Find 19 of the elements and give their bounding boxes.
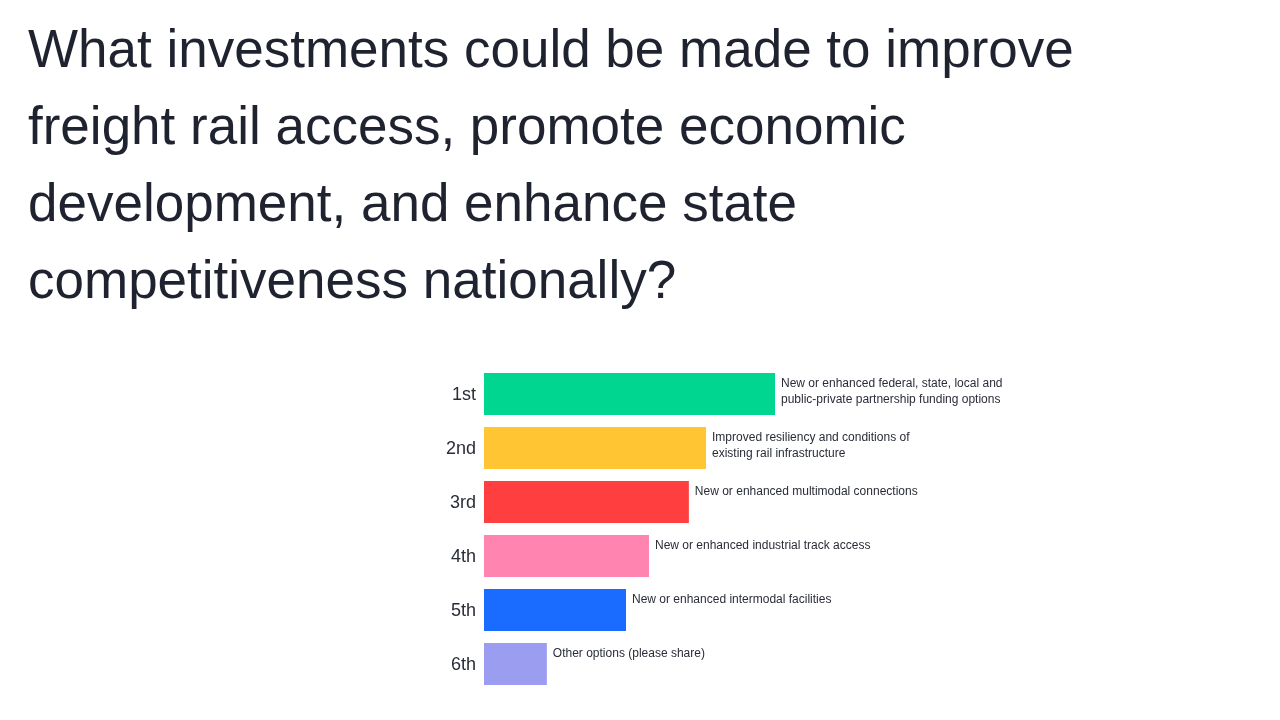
bar: [484, 535, 649, 577]
bar: [484, 589, 627, 631]
annotation: Other options (please share): [552, 646, 705, 660]
annotation: New or enhanced multimodal connections: [694, 484, 918, 498]
y-tick-label: 5th: [450, 600, 476, 620]
annotation: New or enhanced industrial track access: [655, 538, 871, 552]
annotation: New or enhanced intermodal facilities: [632, 592, 832, 606]
bar: [484, 643, 547, 685]
bar: [484, 373, 775, 415]
annotation: Improved resiliency and conditions of existing rail infrastructure: [712, 430, 911, 460]
y-tick-label: 2nd: [445, 438, 476, 458]
annotation: New or enhanced federal, state, local and public-private partnership funding options: [781, 376, 1003, 406]
chart-title: What investments could be made to improve freight rail access, promote economic development, and enhance state competitiveness nationally?: [28, 18, 1075, 311]
bar: [484, 481, 689, 523]
y-tick-label: 6th: [450, 654, 476, 674]
y-tick-label: 1st: [451, 384, 476, 404]
bar: [484, 427, 707, 469]
y-tick-label: 4th: [450, 546, 476, 566]
y-tick-label: 3rd: [449, 492, 476, 512]
